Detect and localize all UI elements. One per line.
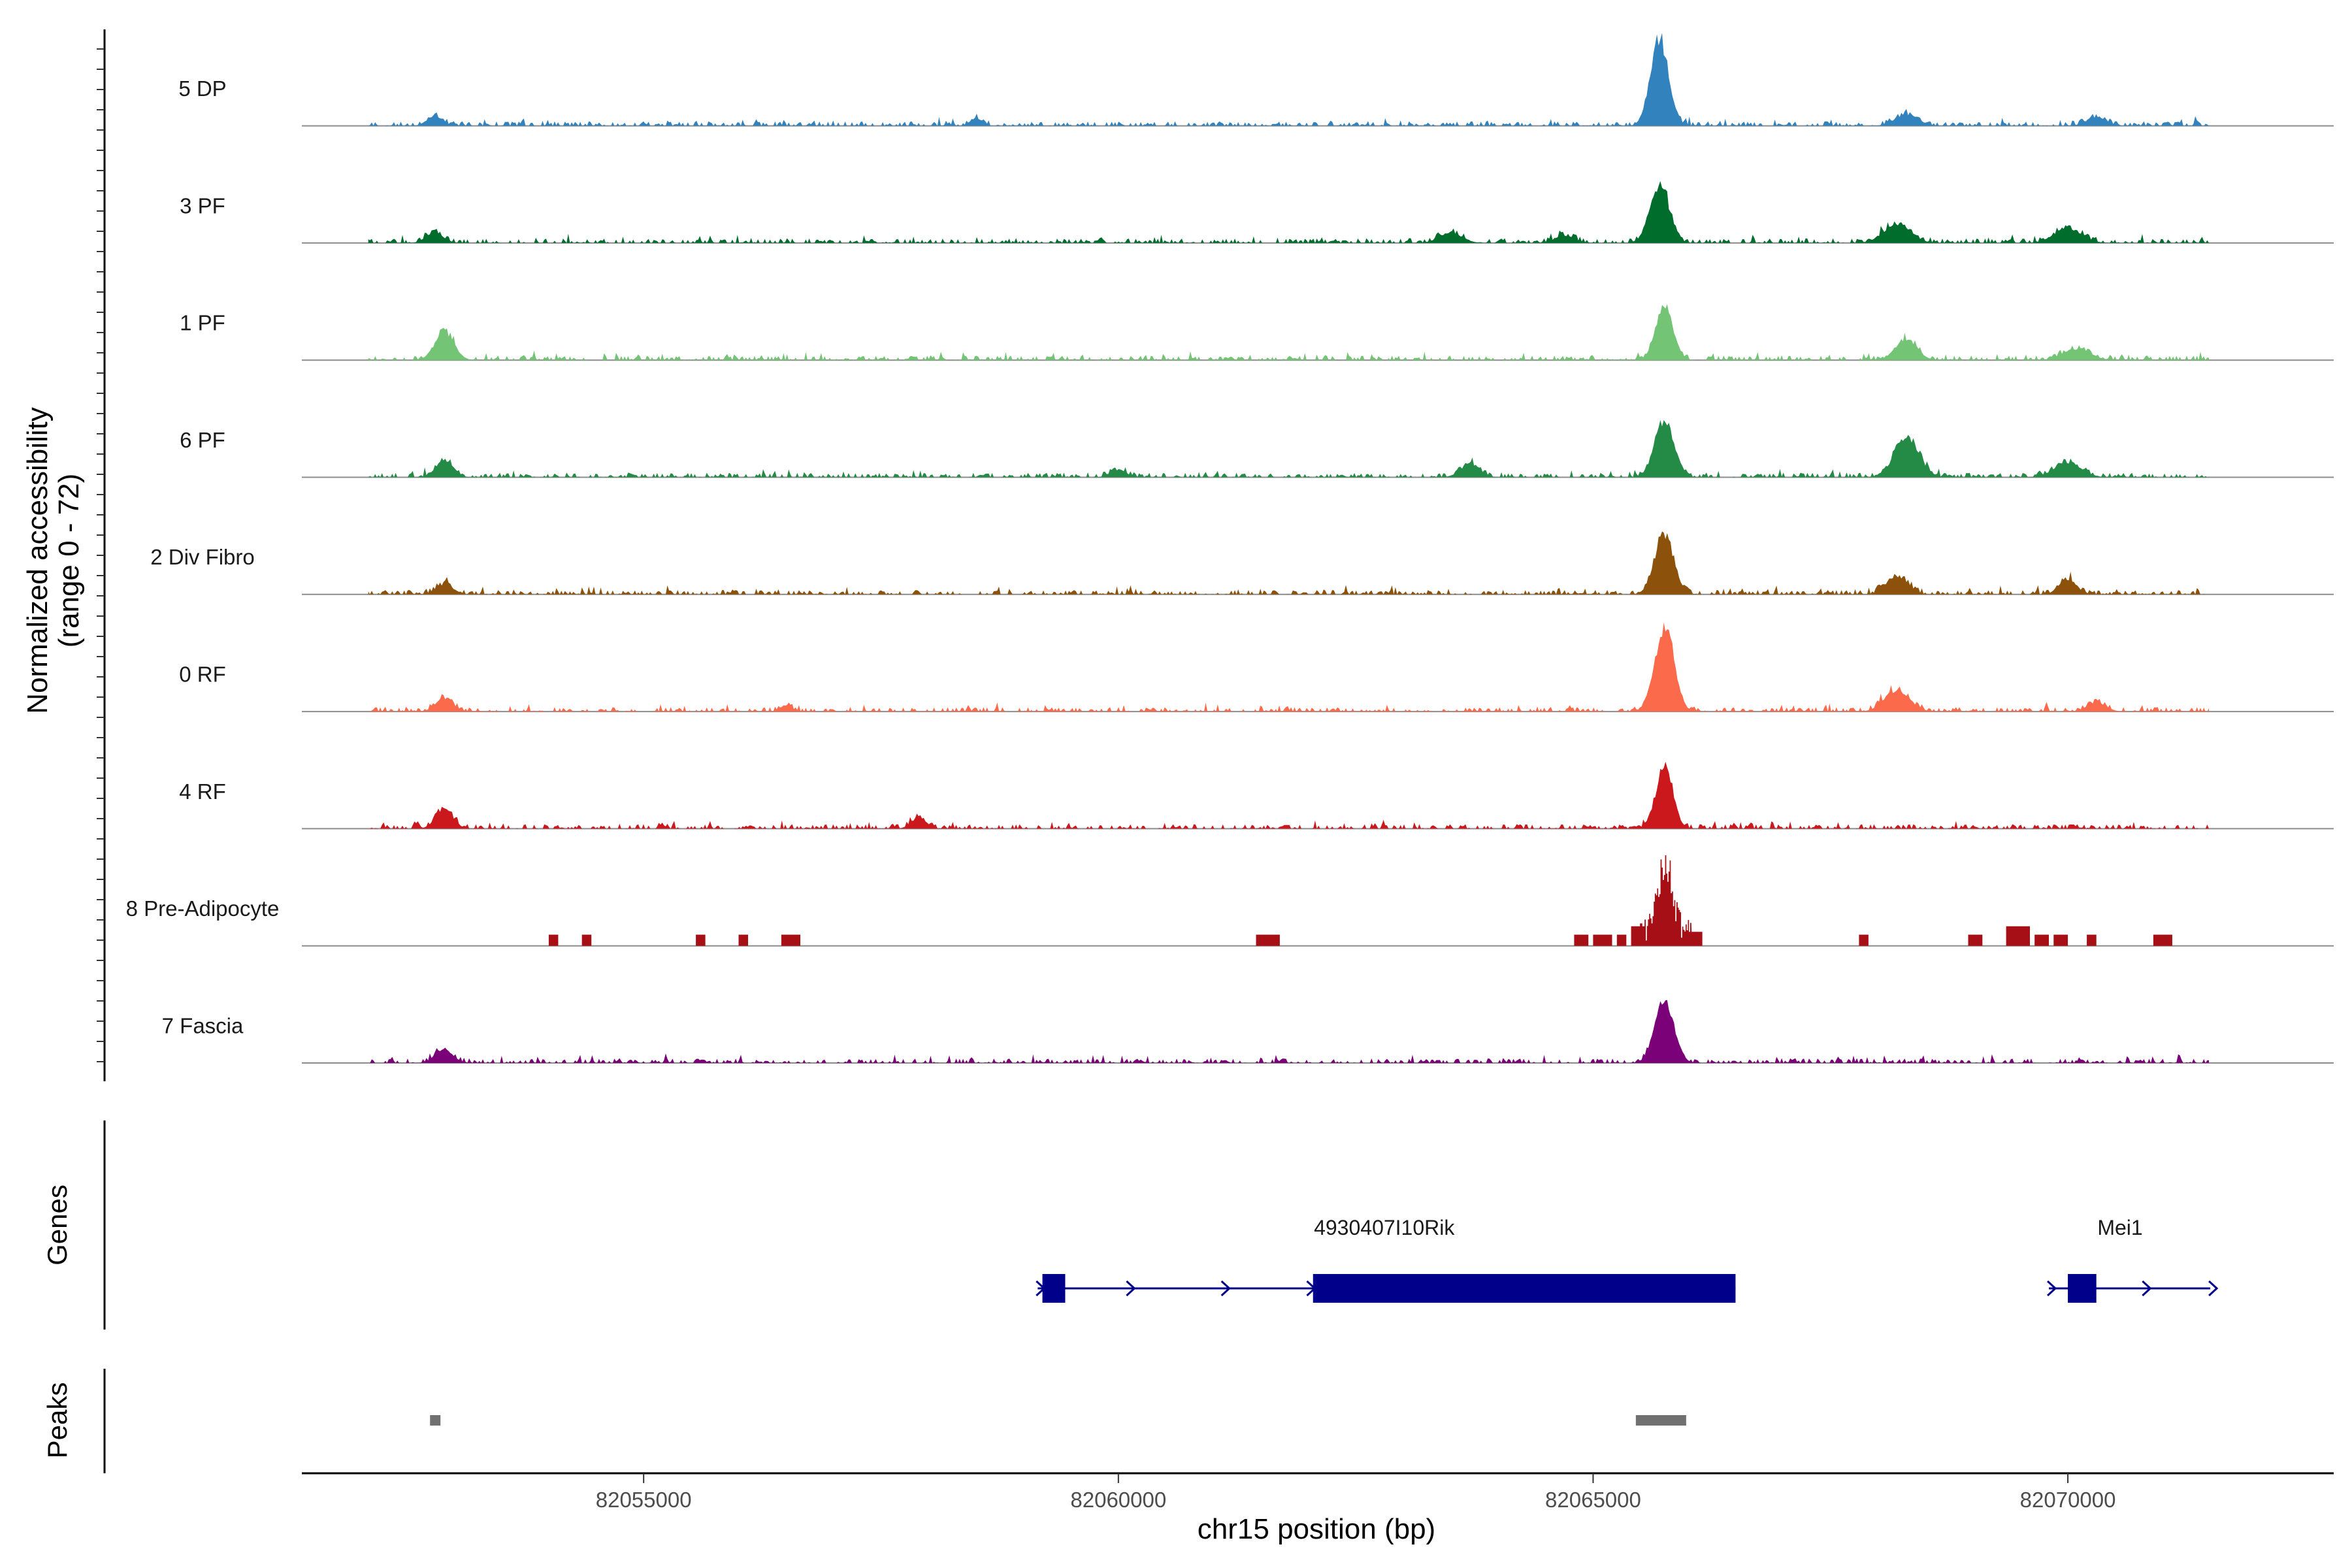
- genes-panel-title: Genes: [42, 1184, 73, 1266]
- track-label: 6 PF: [180, 428, 225, 452]
- gene-strand-arrow: [1036, 1280, 1046, 1297]
- coverage-area: [368, 419, 2210, 478]
- y-axis-title-line2: (range 0 - 72): [53, 474, 85, 648]
- gene-label: 4930407I10Rik: [1314, 1216, 1455, 1239]
- track-7-fascia: 7 Fascia: [162, 1000, 2334, 1064]
- x-axis: 82055000 82060000 82065000 82070000: [302, 1472, 2334, 1512]
- x-tick-label: 82060000: [1070, 1488, 1166, 1512]
- track-5-dp: 5 DP: [178, 33, 2334, 127]
- coverage-area: [548, 855, 2172, 946]
- track-label: 1 PF: [180, 311, 225, 335]
- gene-exon: [2068, 1274, 2097, 1303]
- y-axis-title-line1: Normalized accessibility: [22, 407, 54, 713]
- gene-strand-arrow: [1220, 1280, 1231, 1297]
- track-label: 8 Pre-Adipocyte: [126, 896, 280, 921]
- track-4-rf: 4 RF: [179, 761, 2334, 830]
- track-label: 0 RF: [179, 662, 226, 687]
- gene-strand-arrow: [2047, 1280, 2057, 1297]
- track-label: 3 PF: [180, 193, 225, 218]
- gene-4930407i10rik: 4930407I10Rik: [1036, 1216, 1736, 1303]
- track-label: 7 Fascia: [162, 1013, 244, 1037]
- track-3-pf: 3 PF: [180, 181, 2334, 244]
- track-label: 4 RF: [179, 779, 226, 804]
- coverage-area: [368, 304, 2210, 361]
- track-2-div-fibro: 2 Div Fibro: [150, 531, 2334, 595]
- y-axis: [97, 29, 106, 1081]
- x-axis-title: chr15 position (bp): [1198, 1513, 1435, 1545]
- coverage-area: [368, 33, 2210, 126]
- coverage-tracks: 5 DP 3 PF 1 PF 6 PF 2 Div Fibro 0 RF 4 RF 8 Pre…: [126, 33, 2334, 1064]
- coverage-area: [368, 1000, 2210, 1064]
- gene-exon: [1042, 1274, 1066, 1303]
- coverage-area: [368, 622, 2210, 712]
- gene-label: Mei1: [2097, 1216, 2142, 1239]
- gene-strand-arrow: [2208, 1280, 2219, 1297]
- track-8-pre-adipocyte: 8 Pre-Adipocyte: [126, 855, 2334, 947]
- gene-strand-arrow: [1306, 1280, 1316, 1297]
- peaks-panel: [103, 1369, 1686, 1473]
- track-6-pf: 6 PF: [180, 419, 2334, 478]
- peaks-panel-title: Peaks: [42, 1382, 73, 1459]
- genes-panel: 4930407I10Rik Mei1: [103, 1120, 2219, 1330]
- x-tick-label: 82055000: [596, 1488, 692, 1512]
- track-1-pf: 1 PF: [180, 304, 2334, 361]
- track-label: 2 Div Fibro: [150, 545, 255, 569]
- coverage-area: [368, 531, 2210, 595]
- gene-strand-arrow: [1126, 1280, 1136, 1297]
- peak-region: [430, 1415, 441, 1426]
- gene-strand-arrow: [2142, 1280, 2152, 1297]
- coverage-area: [368, 181, 2210, 243]
- gene-mei1: Mei1: [2047, 1216, 2219, 1303]
- gene-exon: [1313, 1274, 1736, 1303]
- x-tick-label: 82070000: [2020, 1488, 2116, 1512]
- track-0-rf: 0 RF: [179, 622, 2334, 713]
- coverage-area: [368, 761, 2210, 829]
- x-tick-label: 82065000: [1545, 1488, 1641, 1512]
- track-label: 5 DP: [178, 76, 226, 101]
- peak-region: [1635, 1415, 1686, 1426]
